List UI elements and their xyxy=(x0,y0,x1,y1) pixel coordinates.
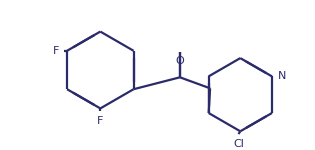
Text: Cl: Cl xyxy=(233,139,244,149)
Text: F: F xyxy=(53,46,60,56)
Text: O: O xyxy=(175,56,184,66)
Text: F: F xyxy=(97,116,104,126)
Text: N: N xyxy=(278,71,286,81)
